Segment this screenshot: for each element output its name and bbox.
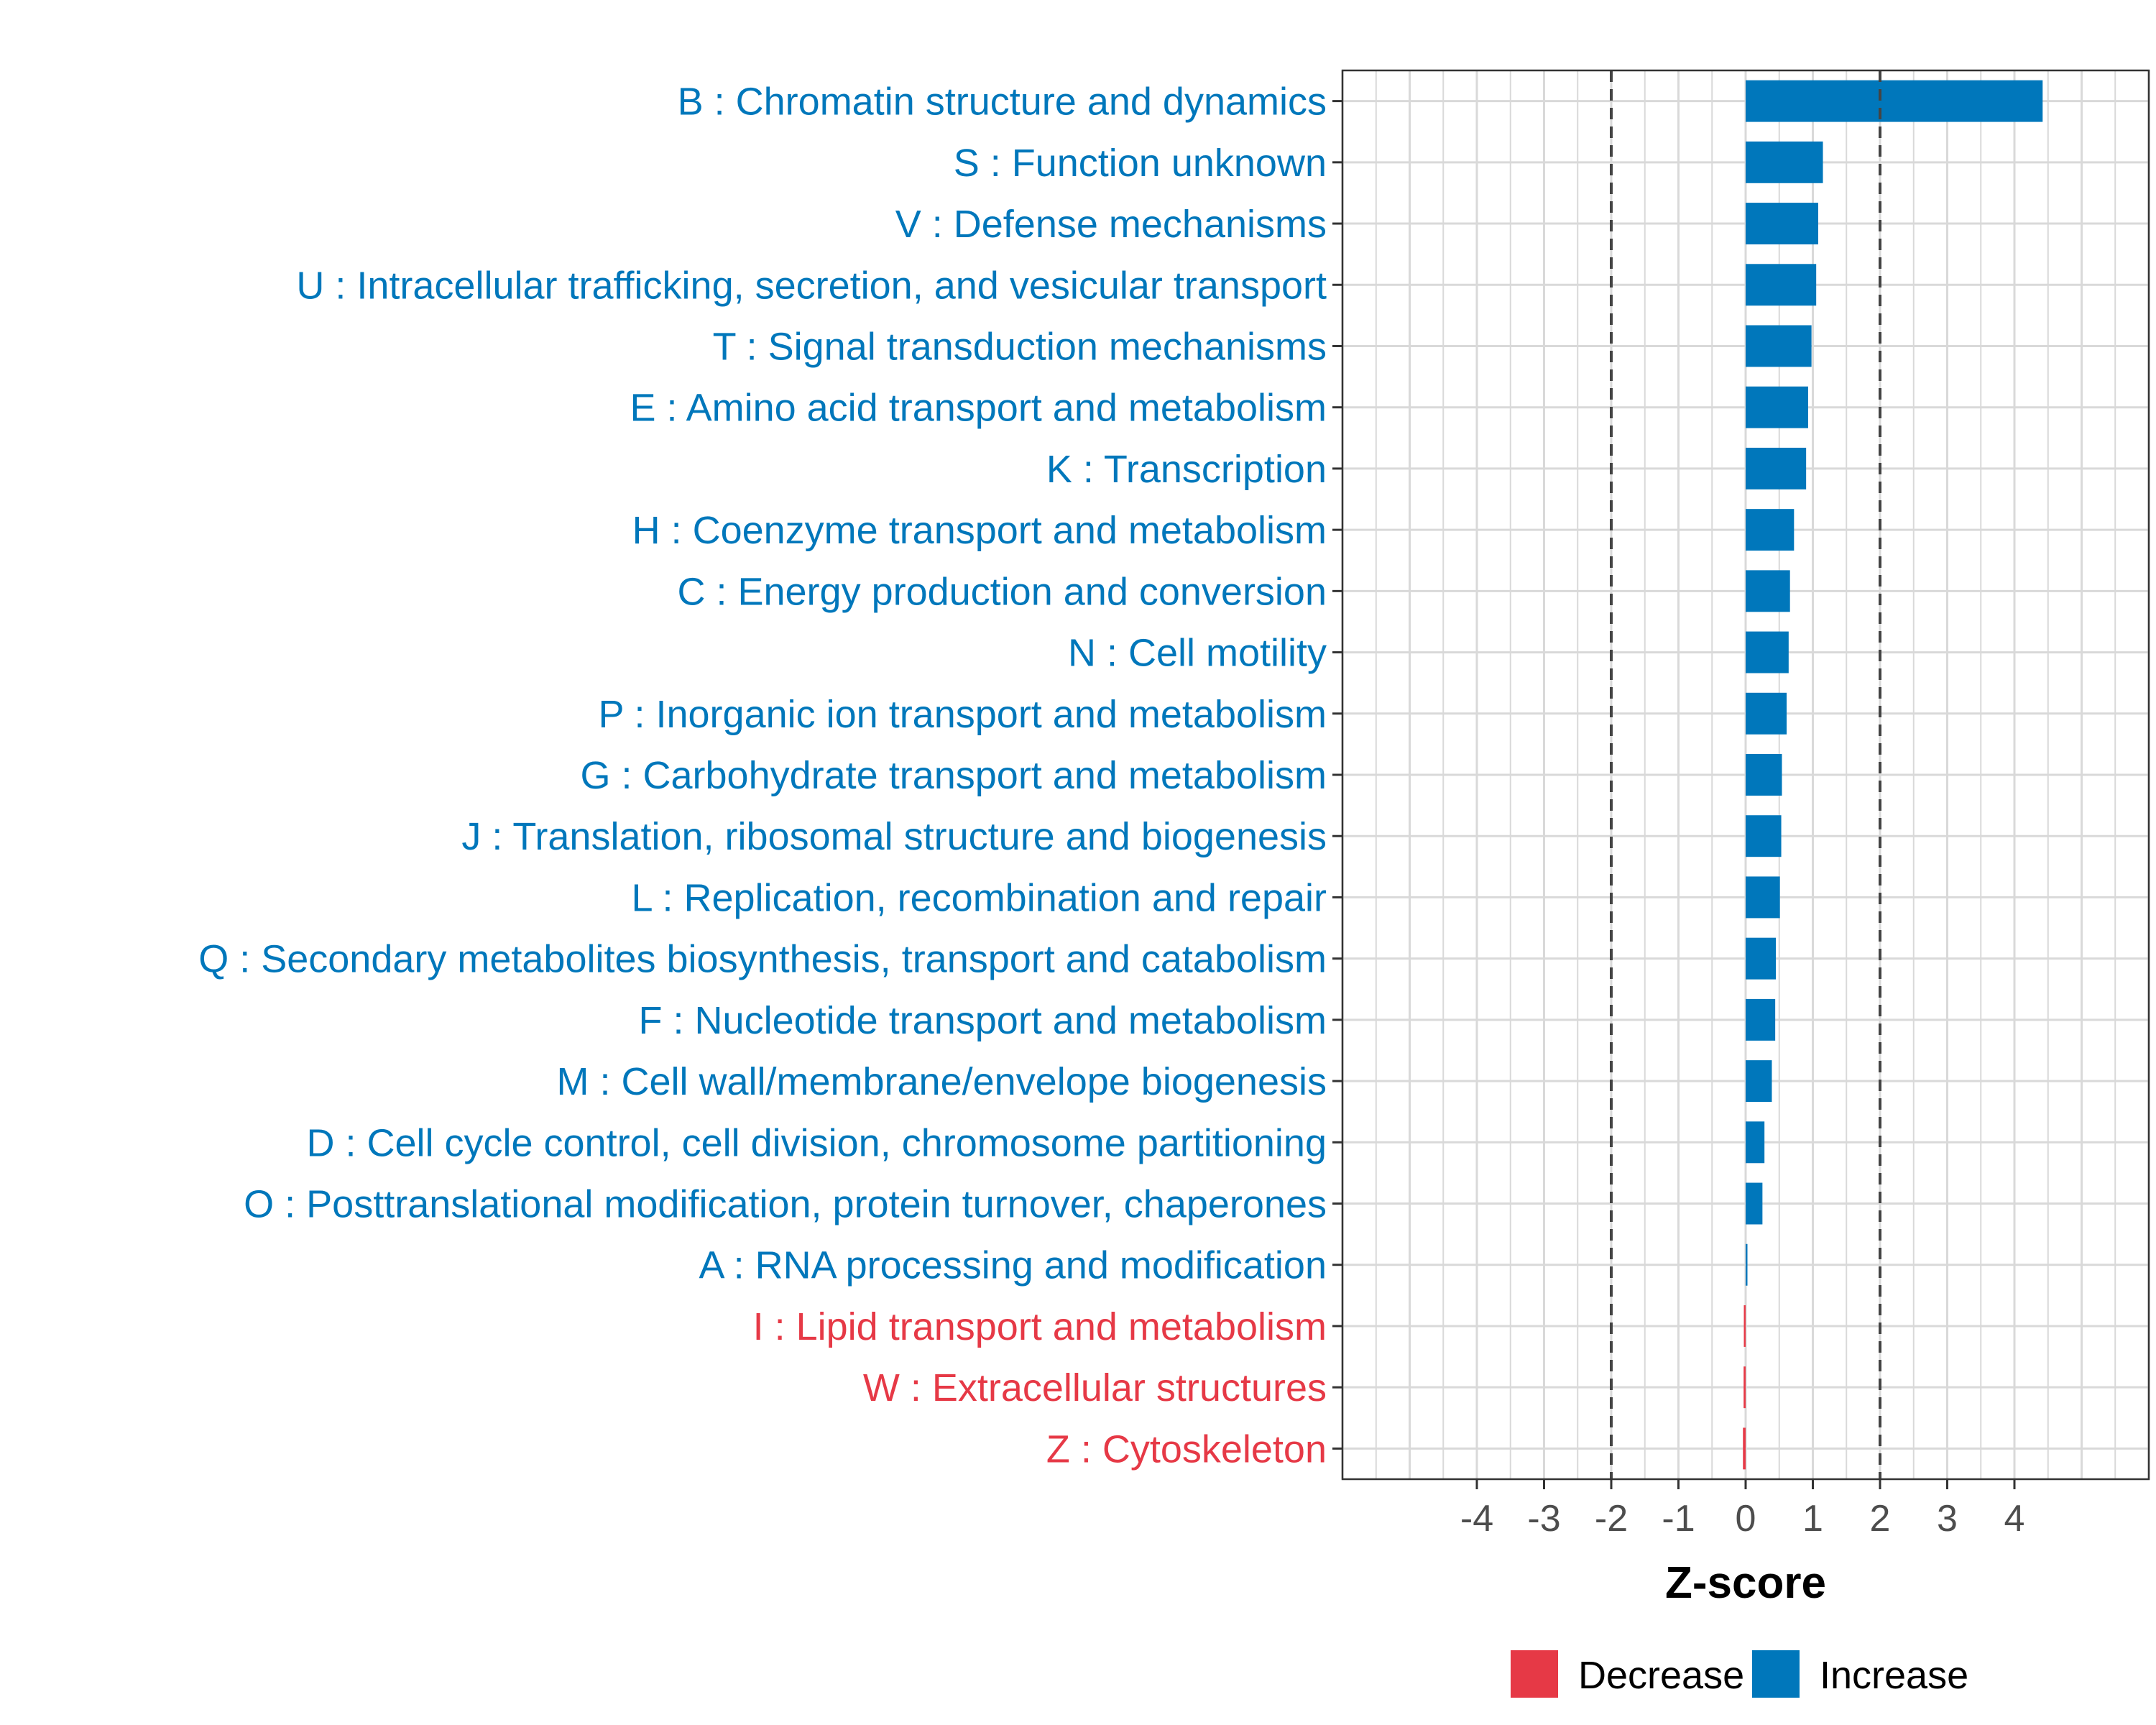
bar-a [1746, 1243, 1748, 1286]
legend-swatch-increase [1752, 1650, 1800, 1698]
category-label: M : Cell wall/membrane/envelope biogenes… [556, 1060, 1327, 1103]
category-label: B : Chromatin structure and dynamics [678, 80, 1327, 124]
bar-b [1746, 80, 2043, 122]
category-label: G : Carbohydrate transport and metabolis… [581, 754, 1327, 797]
x-tick-label: -4 [1460, 1498, 1493, 1540]
bar-f [1746, 998, 1776, 1041]
category-labels: B : Chromatin structure and dynamics S : … [198, 80, 1327, 1471]
bar-m [1746, 1060, 1772, 1103]
category-label: T : Signal transduction mechanisms [713, 325, 1327, 368]
threshold-layer [1610, 70, 1881, 1479]
bar-e [1746, 386, 1808, 428]
category-label: N : Cell motility [1068, 632, 1327, 675]
category-label: J : Translation, ribosomal structure and… [461, 815, 1327, 858]
category-label: Q : Secondary metabolites biosynthesis, … [198, 938, 1327, 981]
category-label: A : RNA processing and modification [699, 1244, 1327, 1287]
x-tick-label: 2 [1870, 1498, 1891, 1540]
category-label: H : Coenzyme transport and metabolism [632, 509, 1327, 552]
category-label: K : Transcription [1046, 448, 1327, 491]
category-label: P : Inorganic ion transport and metaboli… [598, 693, 1327, 736]
bar-k [1746, 447, 1807, 489]
bar-w [1743, 1366, 1746, 1409]
category-label: E : Amino acid transport and metabolism [630, 387, 1327, 430]
x-tick-label: -1 [1662, 1498, 1695, 1540]
category-label: D : Cell cycle control, cell division, c… [306, 1121, 1327, 1164]
x-tick-label: 0 [1736, 1498, 1756, 1540]
bar-o [1746, 1182, 1763, 1225]
bar-layer [1743, 80, 2043, 1470]
bar-p [1746, 692, 1787, 735]
category-label: C : Energy production and conversion [677, 570, 1327, 613]
category-label: L : Replication, recombination and repai… [631, 876, 1327, 919]
x-axis-title: Z-score [1665, 1558, 1826, 1608]
x-tick-label: -3 [1527, 1498, 1560, 1540]
legend-swatch-decrease [1511, 1650, 1558, 1698]
category-label: F : Nucleotide transport and metabolism [639, 999, 1327, 1042]
bar-z [1743, 1427, 1746, 1470]
bar-s [1746, 141, 1823, 183]
bar-i [1743, 1305, 1746, 1347]
bar-g [1746, 754, 1782, 796]
legend-label: Increase [1820, 1654, 1968, 1697]
x-tick-label: -2 [1595, 1498, 1628, 1540]
legend-label: Decrease [1578, 1654, 1744, 1697]
category-label: S : Function unknown [954, 142, 1327, 185]
bar-n [1746, 631, 1789, 673]
y-axis-ticks [1332, 100, 1342, 1450]
bar-v [1746, 203, 1818, 245]
category-label: I : Lipid transport and metabolism [753, 1305, 1327, 1348]
x-tick-label: 3 [1937, 1498, 1958, 1540]
x-tick-label: 4 [2004, 1498, 2025, 1540]
category-label: V : Defense mechanisms [895, 203, 1327, 246]
category-label: O : Posttranslational modification, prot… [244, 1183, 1327, 1226]
x-axis-ticks: -4 -3 -2 -1 0 1 2 3 4 [1460, 1479, 2025, 1540]
bar-c [1746, 570, 1790, 612]
legend: Decrease Increase [1511, 1650, 1968, 1698]
bar-q [1746, 937, 1777, 980]
bar-h [1746, 509, 1795, 551]
category-label: W : Extracellular structures [863, 1366, 1327, 1409]
bar-u [1746, 264, 1817, 306]
category-label: Z : Cytoskeleton [1046, 1427, 1327, 1471]
x-tick-label: 1 [1802, 1498, 1823, 1540]
bar-d [1746, 1121, 1765, 1164]
bar-j [1746, 815, 1782, 857]
bar-l [1746, 876, 1780, 919]
category-label: U : Intracellular trafficking, secretion… [296, 264, 1327, 307]
bar-t [1746, 325, 1812, 367]
